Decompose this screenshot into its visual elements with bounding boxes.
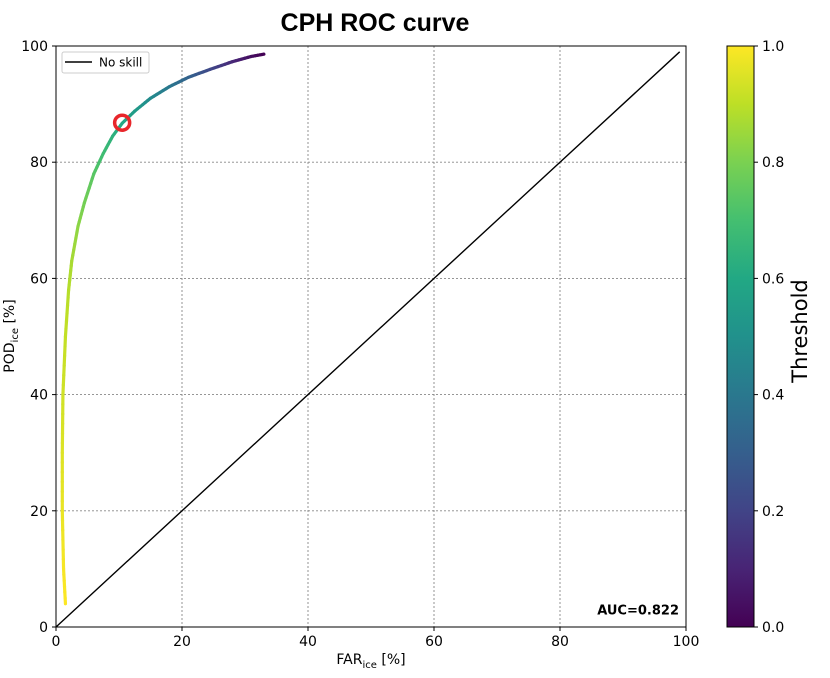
x-tick-label: 20	[173, 634, 191, 650]
colorbar-tick-label: 1.0	[762, 39, 784, 55]
y-tick-label: 100	[21, 39, 48, 55]
no-skill-line	[55, 51, 681, 628]
x-axis-label-main: FAR	[336, 652, 362, 668]
colorbar-tick-label: 0.0	[762, 620, 784, 636]
y-tick-label: 40	[30, 388, 48, 404]
chart-title: CPH ROC curve	[281, 9, 470, 37]
plot-frame	[55, 45, 687, 628]
legend-box	[61, 51, 150, 74]
y-axis-label-subscript: ice	[10, 328, 21, 342]
x-axis-label-unit: [%]	[377, 652, 406, 668]
optimal-threshold-marker	[112, 113, 132, 132]
y-tick-label: 80	[30, 155, 48, 171]
legend: No skill	[61, 51, 150, 74]
y-axis-ticks: 0 20 40 60 80 100	[21, 39, 56, 636]
colorbar-tick-label: 0.4	[762, 388, 784, 404]
y-tick-label: 20	[30, 504, 48, 520]
x-tick-label: 40	[299, 634, 317, 650]
colorbar-tick-label: 0.8	[762, 155, 784, 171]
colorbar-label: Threshold	[788, 279, 812, 384]
legend-entry-no-skill: No skill	[99, 56, 142, 70]
y-axis-label-main: POD	[2, 342, 18, 372]
y-tick-label: 60	[30, 271, 48, 287]
y-axis-label: PODice [%]	[2, 299, 21, 372]
colorbar-ticks: 0.0 0.2 0.4 0.6 0.8 1.0	[754, 39, 784, 636]
x-tick-label: 0	[52, 634, 61, 650]
x-axis-ticks: 0 20 40 60 80 100	[52, 627, 700, 650]
x-tick-label: 100	[673, 634, 700, 650]
colorbar-tick-label: 0.6	[762, 271, 784, 287]
grid	[56, 46, 686, 627]
colorbar-tick-label: 0.2	[762, 504, 784, 520]
y-tick-label: 0	[39, 620, 48, 636]
x-tick-label: 80	[551, 634, 569, 650]
colorbar	[726, 45, 755, 628]
x-axis-label: FARice [%]	[336, 652, 405, 671]
roc-curve	[60, 52, 266, 606]
auc-annotation: AUC=0.822	[597, 604, 679, 619]
x-axis-label-subscript: ice	[362, 660, 376, 671]
y-axis-label-unit: [%]	[2, 299, 18, 328]
x-tick-label: 60	[425, 634, 443, 650]
